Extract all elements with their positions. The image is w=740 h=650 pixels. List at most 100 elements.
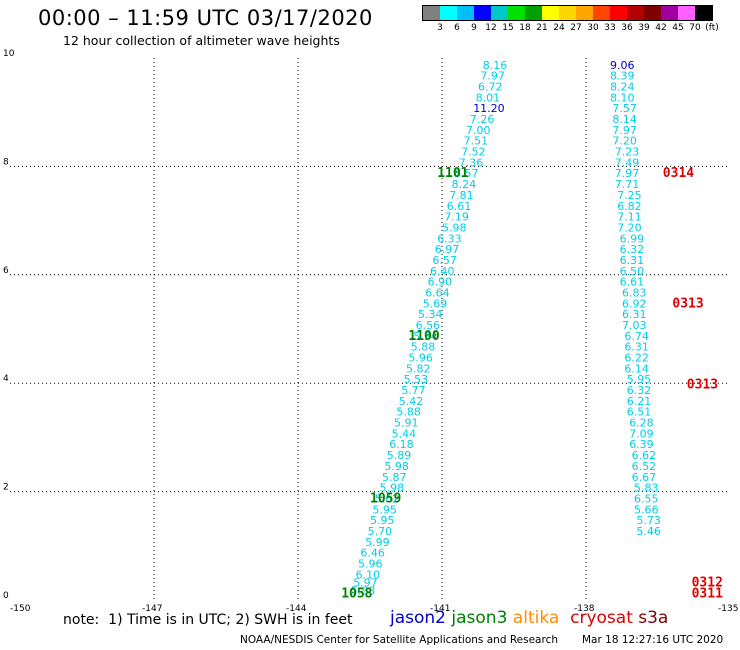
wave-height-value: 5.91 <box>394 417 419 430</box>
y-tick-label: 0 <box>3 591 9 601</box>
wave-height-value: 6.82 <box>617 200 642 213</box>
wave-height-value: 7.23 <box>615 146 640 159</box>
wave-height-value: 8.01 <box>476 91 501 104</box>
color-scale-label: 3 <box>437 23 443 33</box>
wave-height-value: 7.03 <box>622 319 647 332</box>
wave-height-value: 6.39 <box>629 438 654 451</box>
wave-height-value: 5.34 <box>418 308 443 321</box>
x-tick-label: -147 <box>142 604 162 614</box>
wave-height-value: 6.57 <box>454 167 479 180</box>
wave-height-value: 6.40 <box>430 265 455 278</box>
wave-height-value: 6.90 <box>428 276 453 289</box>
wave-height-value: 7.97 <box>480 70 505 83</box>
legend-entry: jason2 <box>390 608 446 628</box>
wave-height-value: 8.16 <box>483 59 508 72</box>
color-swatch <box>661 6 678 20</box>
wave-height-value: 8.39 <box>610 70 635 83</box>
wave-height-value: 5.98 <box>380 482 405 495</box>
wave-height-value: 7.00 <box>466 124 491 137</box>
wave-height-value: 6.31 <box>620 254 645 267</box>
wave-height-value: 5.73 <box>636 514 661 527</box>
legend-entry: altika <box>507 608 560 628</box>
wave-height-value: 7.71 <box>615 178 640 191</box>
color-scale-label: 12 <box>485 23 497 33</box>
wave-height-value: 7.49 <box>615 156 640 169</box>
color-scale-label: 18 <box>519 23 531 33</box>
color-scale-label: 70 <box>689 23 701 33</box>
color-swatch <box>695 6 712 20</box>
color-swatch <box>559 6 576 20</box>
wave-height-value: 5.46 <box>636 525 661 538</box>
wave-height-value: 5.95 <box>370 514 395 527</box>
color-scale-label: 36 <box>621 23 633 33</box>
color-scale-label: 27 <box>570 23 582 33</box>
x-tick-label: -135 <box>718 604 738 614</box>
wave-height-value: 5.98 <box>442 221 467 234</box>
wave-height-value: 6.32 <box>620 243 645 256</box>
wave-height-value: 5.62 <box>375 492 400 505</box>
color-scale-label: 39 <box>638 23 650 33</box>
wave-height-value: 6.74 <box>624 330 649 343</box>
wave-height-value: 9.06 <box>610 59 635 72</box>
wave-height-value: 5.66 <box>634 503 659 516</box>
x-tick-label: -144 <box>286 604 307 614</box>
wave-height-value: 7.20 <box>612 135 637 148</box>
y-tick-label: 10 <box>3 49 15 59</box>
color-swatch <box>576 6 593 20</box>
wave-height-value: 6.61 <box>447 200 472 213</box>
wave-height-value: 7.20 <box>617 221 642 234</box>
pass-time-label: 1059 <box>370 491 401 506</box>
wave-height-value: 7.97 <box>615 167 640 180</box>
wave-height-value: 7.36 <box>459 156 484 169</box>
wave-height-value: 5.42 <box>399 395 424 408</box>
wave-height-value: 6.18 <box>389 438 414 451</box>
color-swatch <box>644 6 661 20</box>
wave-height-value: 6.10 <box>356 568 381 581</box>
wave-height-value: 5.98 <box>384 460 409 473</box>
footer-timestamp: Mar 18 12:27:16 UTC 2020 <box>582 634 724 646</box>
pass-time-label: 0314 <box>663 166 694 181</box>
legend-entry: cryosat <box>559 608 633 628</box>
color-swatch <box>457 6 474 20</box>
wave-height-value: 6.97 <box>435 243 460 256</box>
color-scale-label: (ft) <box>705 23 719 33</box>
wave-height-value: 7.51 <box>464 135 489 148</box>
color-scale-label: 33 <box>604 23 616 33</box>
wave-height-value: 7.11 <box>617 211 642 224</box>
x-tick-label: -150 <box>10 604 31 614</box>
chart-title: 00:00 – 11:59 UTC 03/17/2020 <box>38 6 373 30</box>
wave-height-value: 5.95 <box>372 503 397 516</box>
wave-height-value: 6.31 <box>624 341 649 354</box>
wave-height-value: 6.92 <box>622 297 647 310</box>
color-swatch <box>508 6 525 20</box>
wave-height-value: 5.53 <box>404 373 429 386</box>
pass-time-label: 0313 <box>687 378 718 393</box>
color-swatch <box>525 6 542 20</box>
wave-height-value: 5.88 <box>411 341 436 354</box>
wave-height-value: 7.81 <box>449 189 474 202</box>
wave-height-value: 5.95 <box>627 373 652 386</box>
wave-height-value: 6.31 <box>622 308 647 321</box>
wave-height-value: 5.87 <box>382 471 407 484</box>
wave-height-value: 6.50 <box>620 265 645 278</box>
footer-credit: NOAA/NESDIS Center for Satellite Applica… <box>240 634 558 646</box>
color-swatch <box>423 6 440 20</box>
wave-height-value: 7.19 <box>444 211 469 224</box>
wave-height-value: 5.83 <box>634 482 659 495</box>
wave-height-value: 8.24 <box>610 81 635 94</box>
y-tick-label: 2 <box>3 483 9 493</box>
wave-height-value: 5.69 <box>423 297 448 310</box>
wave-height-value: 6.62 <box>632 449 657 462</box>
legend-entry: jason3 <box>446 608 508 628</box>
wave-height-value: 5.70 <box>368 525 393 538</box>
wave-height-value: 6.57 <box>432 254 457 267</box>
color-swatch <box>627 6 644 20</box>
color-swatches <box>422 5 713 21</box>
wave-height-value: 7.09 <box>629 427 654 440</box>
pass-time-label: 0313 <box>672 296 703 311</box>
wave-height-value: 6.14 <box>624 362 649 375</box>
chart-subtitle: 12 hour collection of altimeter wave hei… <box>63 33 340 48</box>
color-swatch <box>610 6 627 20</box>
wave-height-value: 6.51 <box>627 406 652 419</box>
